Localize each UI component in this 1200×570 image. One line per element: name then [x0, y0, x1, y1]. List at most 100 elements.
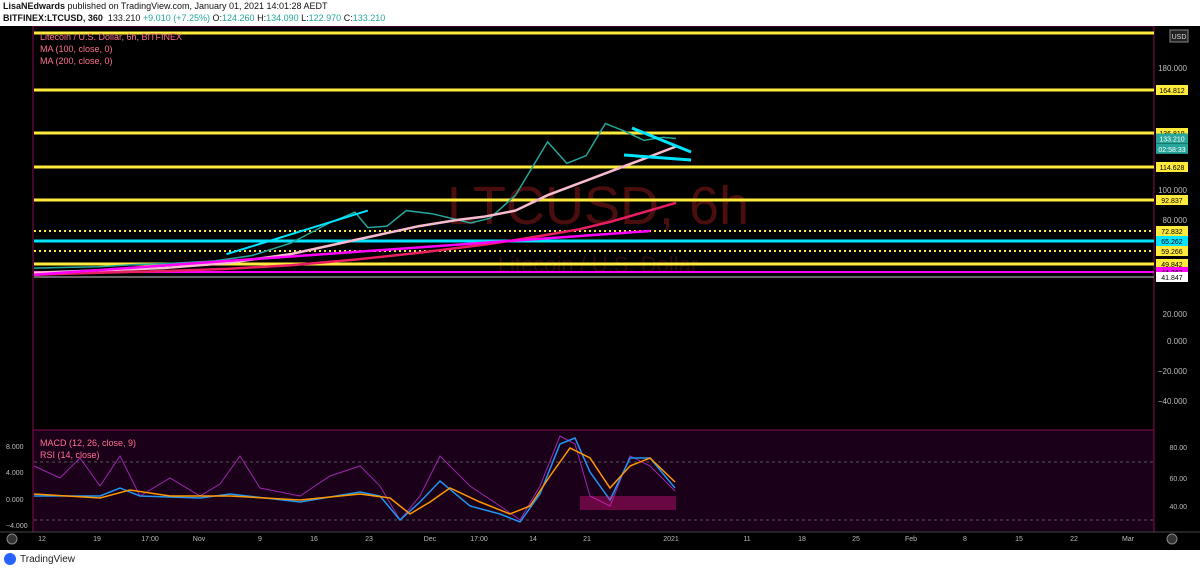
wedge-lower-line[interactable] [623, 153, 692, 162]
chart-header: LisaNEdwards published on TradingView.co… [0, 0, 1200, 26]
x-tick-label: 22 [1070, 536, 1078, 543]
zoom-reset-icon[interactable] [6, 533, 18, 545]
x-tick-label: Dec [424, 536, 437, 543]
watermark-symbol: LTCUSD, 6h [447, 176, 749, 236]
high-value: 134.090 [266, 13, 299, 23]
legend-ma200[interactable]: MA (200, close, 0) [40, 56, 113, 66]
price-label-text: 02:58:33 [1158, 147, 1185, 154]
x-tick-label: 12 [38, 536, 46, 543]
settings-gear-icon[interactable] [1166, 533, 1178, 545]
x-tick-label: 11 [743, 536, 750, 543]
x-tick-label: 25 [852, 536, 860, 543]
publish-line: LisaNEdwards published on TradingView.co… [3, 1, 328, 11]
legend-rsi[interactable]: RSI (14, close) [40, 450, 100, 460]
macd-line [34, 437, 676, 523]
price-label-tag [1156, 133, 1188, 144]
currency-badge[interactable] [1169, 29, 1189, 43]
price-change: +9.010 (+7.25%) [142, 13, 210, 23]
x-tick-label: 19 [93, 536, 101, 543]
x-tick-label: 23 [365, 536, 373, 543]
y-tick-label: 180.000 [1158, 64, 1187, 73]
legend-macd[interactable]: MACD (12, 26, close, 9) [40, 438, 136, 448]
x-tick-label: 8 [963, 536, 967, 543]
price-label-text: 92.837 [1161, 198, 1183, 205]
tradingview-logo-icon[interactable] [4, 553, 16, 565]
x-tick-label: 21 [583, 536, 591, 543]
author-name[interactable]: LisaNEdwards [3, 1, 66, 11]
x-tick-label: Feb [905, 536, 917, 543]
rsi-tick-label: 60.00 [1169, 476, 1187, 483]
price-label-text: 164.812 [1159, 88, 1184, 95]
published-text: published on TradingView.com, January 01… [67, 1, 328, 11]
rsi-tick-label: 80.00 [1169, 445, 1187, 452]
y-tick-label: 0.000 [1167, 337, 1188, 346]
symbol-line: BITFINEX:LTCUSD, 360 133.210 +9.010 (+7.… [3, 13, 385, 23]
rsi-tick-label: 40.00 [1169, 504, 1187, 511]
ma200-line [33, 201, 677, 276]
price-label-text: 65.262 [1161, 239, 1183, 246]
price-label-tag [1156, 259, 1188, 269]
x-tick-label: Nov [193, 536, 206, 543]
long-trend-line[interactable] [33, 229, 651, 276]
signal-line [33, 447, 676, 515]
legend-ma100[interactable]: MA (100, close, 0) [40, 44, 113, 54]
x-tick-label: 2021 [663, 536, 679, 543]
price-label-tag [1156, 162, 1188, 172]
y-tick-label: 20.000 [1163, 310, 1188, 319]
price-label-tag [1156, 236, 1188, 246]
low-label: L: [301, 13, 309, 23]
wedge-upper-line[interactable] [631, 126, 692, 154]
price-label-tag [1156, 143, 1188, 154]
x-tick-label: 18 [798, 536, 806, 543]
price-label-text: 133.210 [1159, 137, 1184, 144]
price-label-tag [1156, 272, 1188, 282]
high-label: H: [257, 13, 267, 23]
close-label: C: [343, 13, 353, 23]
last-price: 133.210 [107, 13, 141, 23]
legend-title[interactable]: Litecoin / U.S. Dollar, 6h, BITFINEX [40, 32, 182, 42]
macd-histogram [580, 496, 676, 510]
footer-brand[interactable]: TradingView [20, 554, 76, 565]
x-tick-label: 14 [529, 536, 537, 543]
price-label-tag [1156, 85, 1188, 95]
x-tick-label: 16 [310, 536, 318, 543]
macd-tick-label: 4.000 [6, 470, 24, 477]
open-value: 124.260 [222, 13, 255, 23]
price-label-text: 49.842 [1161, 262, 1183, 269]
price-label-tag [1156, 246, 1188, 256]
support-trend-line[interactable] [226, 209, 369, 256]
price-label-tag [1156, 128, 1188, 138]
indicator-axes: 8.000 4.000 0.000 −4.000 80.00 60.00 40.00 [6, 444, 1187, 530]
low-value: 122.970 [308, 13, 342, 23]
y-tick-label: 80.000 [1163, 216, 1188, 225]
macd-tick-label: −4.000 [6, 523, 28, 530]
price-labels: 164.812136.819133.21002:58:33114.62892.8… [1156, 85, 1188, 282]
x-tick-label: 9 [258, 536, 262, 543]
price-label-text: 114.628 [1160, 165, 1185, 172]
symbol-name: BITFINEX:LTCUSD, 360 [3, 13, 103, 23]
indicator-pane [32, 429, 1155, 533]
macd-tick-label: 0.000 [6, 497, 24, 504]
price-label-text: 59.266 [1161, 249, 1183, 256]
price-label-tag [1156, 195, 1188, 205]
x-axis: 12 19 17:00 Nov 9 16 23 Dec 17:00 14 21 2021 11 18 25 F… [0, 531, 1200, 545]
x-tick-label: 17:00 [141, 536, 159, 543]
y-tick-label: 100.000 [1158, 186, 1187, 195]
y-tick-label: −40.000 [1158, 397, 1188, 406]
series-lines [33, 122, 677, 276]
currency-label: USD [1172, 34, 1187, 41]
x-tick-label: Mar [1122, 536, 1135, 543]
x-tick-label: 15 [1015, 536, 1023, 543]
indicator-lines [33, 435, 1154, 523]
price-label-tag [1156, 226, 1188, 236]
ma100-line [33, 145, 677, 274]
price-line [33, 122, 677, 269]
trend-lines [623, 126, 692, 162]
close-value: 133.210 [352, 13, 386, 23]
price-chart[interactable]: LTCUSD, 6h Litecoin / U.S. Dollar 180.00… [0, 26, 1200, 550]
rsi-line [33, 435, 676, 521]
price-label-text: 72.832 [1161, 229, 1183, 236]
price-label-text: 41.847 [1161, 275, 1183, 282]
y-tick-label: −20.000 [1158, 367, 1188, 376]
legend: Litecoin / U.S. Dollar, 6h, BITFINEX MA … [40, 29, 1189, 460]
